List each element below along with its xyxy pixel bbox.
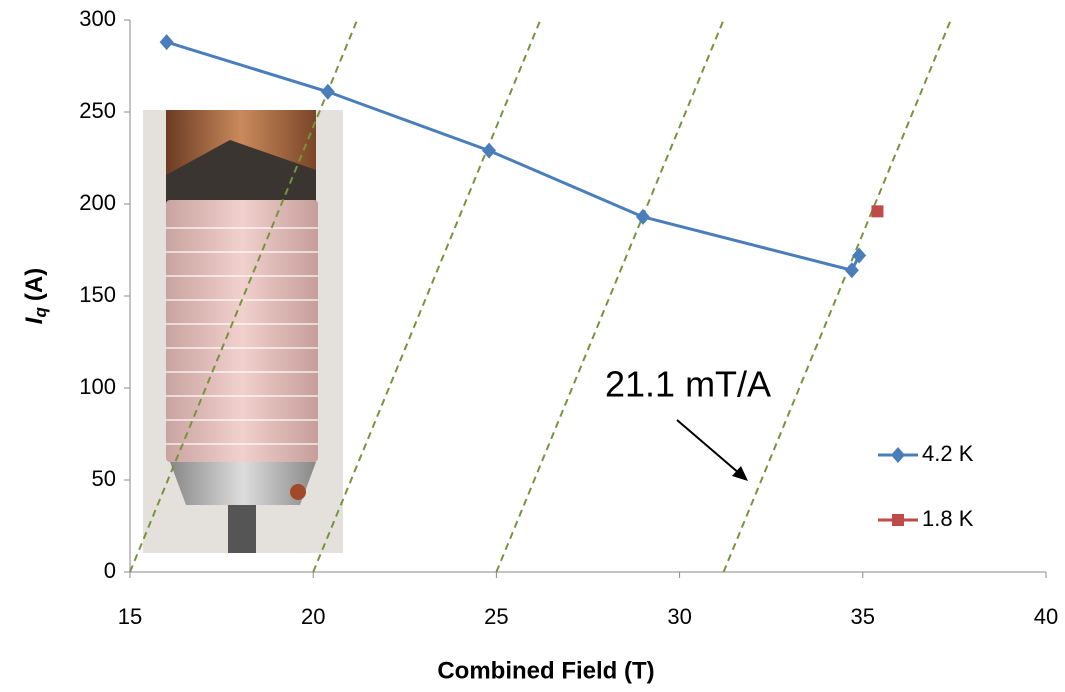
x-tick-label: 15: [118, 604, 142, 629]
marker: [482, 142, 497, 159]
y-tick-label: 200: [79, 190, 116, 215]
legend-label: 4.2 K: [922, 441, 974, 466]
marker: [159, 34, 174, 51]
y-axis-label: Iq (A): [21, 268, 50, 324]
legend-label: 1.8 K: [922, 506, 974, 531]
y-tick-label: 250: [79, 98, 116, 123]
marker: [892, 514, 904, 526]
arrow-head: [732, 466, 748, 481]
y-tick-label: 300: [79, 6, 116, 31]
annotation-arrow: [676, 419, 741, 475]
marker: [852, 247, 867, 264]
marker: [320, 83, 335, 100]
marker: [635, 208, 650, 225]
x-tick-label: 20: [301, 604, 325, 629]
legend-entry: 1.8 K: [878, 506, 974, 531]
inset-photo: [143, 110, 343, 553]
y-label-subscript: q: [31, 307, 50, 318]
x-tick-label: 25: [484, 604, 508, 629]
y-tick-label: 150: [79, 282, 116, 307]
reference-line: [495, 19, 725, 573]
y-tick-label: 0: [104, 558, 116, 583]
y-label-symbol: I: [21, 316, 48, 324]
x-tick-label: 30: [667, 604, 691, 629]
x-tick-label: 40: [1034, 604, 1058, 629]
reference-line: [722, 19, 952, 573]
reference-line: [129, 19, 359, 573]
y-tick-label: 50: [92, 466, 116, 491]
marker: [891, 447, 905, 463]
reference-line: [312, 19, 542, 573]
y-tick-label: 100: [79, 374, 116, 399]
y-label-unit: (A): [21, 268, 48, 301]
x-tick-label: 35: [851, 604, 875, 629]
annotation: 21.1 mT/A: [605, 364, 771, 405]
marker: [871, 205, 884, 218]
x-axis-label: Combined Field (T): [437, 657, 654, 684]
marker: [844, 262, 859, 279]
legend-entry: 4.2 K: [878, 441, 974, 466]
